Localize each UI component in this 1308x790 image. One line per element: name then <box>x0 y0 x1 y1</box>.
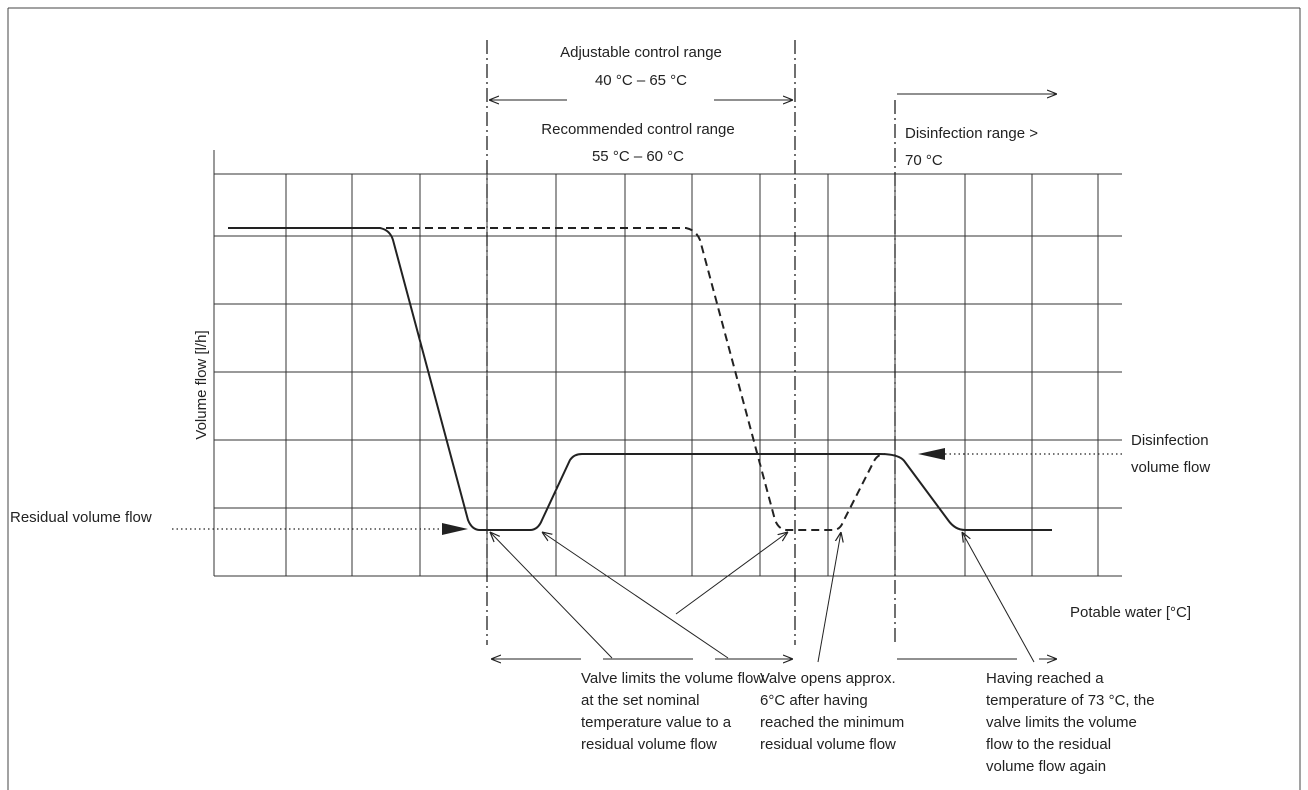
disinfection-flow-label-line1: Disinfection <box>1131 432 1209 449</box>
dashed-curve-shifted <box>386 227 886 531</box>
annotation-line: 6°C after having <box>760 692 868 709</box>
annotation-line: Valve limits the volume flow <box>581 670 764 687</box>
residual-flow-label: Residual volume flow <box>10 509 152 526</box>
disinfection-range-values: 70 °C <box>905 152 943 169</box>
annotation-line: volume flow again <box>986 758 1106 775</box>
annotation-line: Valve opens approx. <box>760 670 896 687</box>
disinfection-flow-arrowhead <box>918 448 945 460</box>
annotation-line: residual volume flow <box>581 736 717 753</box>
range-arrows <box>489 94 1057 659</box>
annotation-valve-limits: Valve limits the volume flow at the set n… <box>581 670 764 753</box>
range-lines <box>486 40 896 645</box>
adjustable-range-title: Adjustable control range <box>560 44 722 61</box>
annotation-line: Having reached a <box>986 670 1104 687</box>
annotation-line: valve limits the volume <box>986 714 1137 731</box>
pointer-having-reached <box>962 532 1035 663</box>
disinfection-flow-label-line2: volume flow <box>1131 459 1210 476</box>
y-axis-label: Volume flow [l/h] <box>193 330 210 439</box>
annotation-line: residual volume flow <box>760 736 896 753</box>
dotted-leaders <box>172 453 1122 530</box>
pointer-valve-limits-b <box>542 532 729 659</box>
curves <box>228 227 1052 531</box>
disinfection-range-title: Disinfection range > <box>905 125 1038 142</box>
adjustable-range-values: 40 °C – 65 °C <box>595 72 687 89</box>
x-axis-label: Potable water [°C] <box>1070 604 1191 621</box>
outer-frame <box>7 7 1301 790</box>
annotation-line: temperature of 73 °C, the <box>986 692 1155 709</box>
filled-arrowheads <box>442 448 945 535</box>
solid-curve-main <box>228 227 1052 531</box>
annotation-valve-opens: Valve opens approx. 6°C after having reach… <box>760 670 904 753</box>
recommended-range-values: 55 °C – 60 °C <box>592 148 684 165</box>
annotation-line: temperature value to a <box>581 714 732 731</box>
annotation-line: flow to the residual <box>986 736 1111 753</box>
annotation-having-reached: Having reached a temperature of 73 °C, th… <box>986 670 1155 775</box>
pointer-valve-limits-a <box>490 532 613 659</box>
pointer-valve-opens <box>817 532 841 663</box>
pointer-lines <box>490 532 1035 663</box>
annotation-line: at the set nominal <box>581 692 699 709</box>
grid <box>213 150 1122 577</box>
recommended-range-title: Recommended control range <box>541 121 734 138</box>
pointer-valve-limits-c <box>675 532 788 615</box>
annotation-line: reached the minimum <box>760 714 904 731</box>
residual-flow-arrowhead <box>442 523 468 535</box>
